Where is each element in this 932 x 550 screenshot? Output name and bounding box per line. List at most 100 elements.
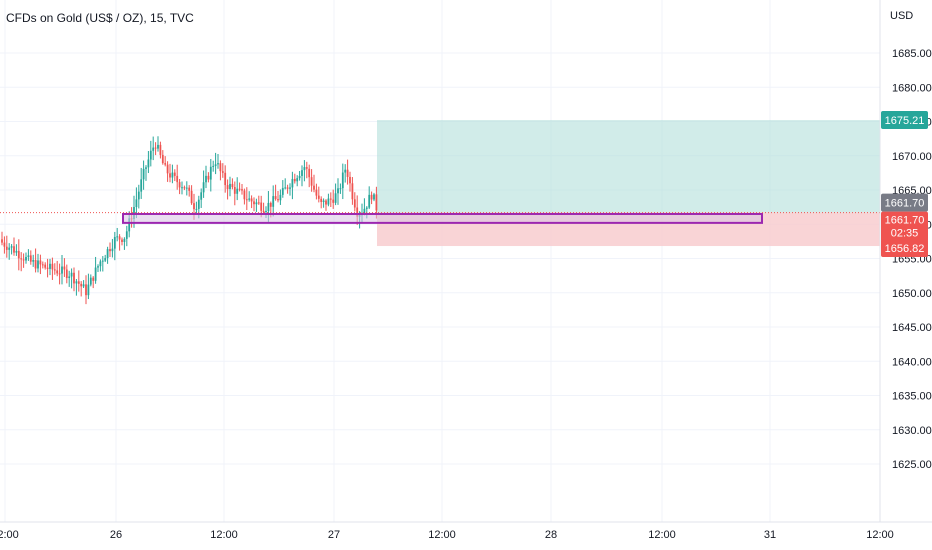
candle-body bbox=[274, 196, 277, 200]
support-zone[interactable] bbox=[122, 212, 763, 224]
candle-body bbox=[17, 250, 20, 259]
candle-body bbox=[135, 199, 138, 208]
candle-body bbox=[70, 272, 73, 277]
candle-body bbox=[281, 187, 284, 195]
candle-body bbox=[104, 258, 107, 261]
candle-body bbox=[296, 178, 299, 182]
candle-body bbox=[353, 199, 356, 208]
candle-body bbox=[257, 202, 260, 204]
y-axis[interactable]: USD1685.001680.001675.001670.001665.0016… bbox=[879, 0, 932, 522]
candle-body bbox=[265, 210, 267, 212]
symbol-title[interactable]: CFDs on Gold (US$ / OZ), 15, TVC bbox=[6, 11, 194, 25]
candle-body bbox=[87, 284, 90, 296]
currency-label: USD bbox=[890, 10, 913, 22]
candle-body bbox=[190, 190, 193, 204]
x-axis[interactable]: 12:00 26 12:00 27 12:00 28 12:00 31 12:00 bbox=[0, 521, 932, 541]
candle-body bbox=[37, 260, 39, 269]
candle-body bbox=[337, 188, 339, 194]
candle-body bbox=[152, 147, 155, 151]
candle-body bbox=[224, 172, 227, 186]
candle-body bbox=[44, 264, 47, 268]
candle-body bbox=[250, 198, 253, 202]
candle-body bbox=[32, 260, 35, 262]
candle-body bbox=[34, 260, 37, 269]
candle-body bbox=[301, 170, 303, 176]
candle-body bbox=[159, 144, 162, 155]
candle-body bbox=[193, 203, 195, 210]
candle-body bbox=[157, 144, 159, 149]
candle-body bbox=[63, 266, 66, 270]
candle-body bbox=[116, 236, 119, 238]
candle-body bbox=[286, 187, 289, 189]
x-tick-label: 12:00 bbox=[0, 529, 19, 541]
candle-body bbox=[89, 277, 92, 285]
candle-body bbox=[368, 194, 371, 208]
candle-body bbox=[305, 167, 308, 169]
candle-body bbox=[53, 269, 56, 271]
candle-body bbox=[349, 176, 351, 184]
candle-body bbox=[202, 182, 205, 193]
candle-body bbox=[123, 238, 126, 242]
candle-body bbox=[207, 175, 210, 180]
candle-body bbox=[262, 210, 265, 212]
candle-body bbox=[29, 255, 32, 262]
candle-body bbox=[176, 175, 179, 183]
candle-body bbox=[73, 272, 75, 284]
y-tick-label: 1625.00 bbox=[892, 459, 932, 471]
candle-body bbox=[236, 188, 239, 194]
entry-price-badge bbox=[881, 193, 928, 212]
candle-body bbox=[94, 267, 97, 281]
candle-body bbox=[65, 269, 68, 279]
candle-body bbox=[171, 172, 174, 178]
candle-body bbox=[200, 192, 203, 200]
y-tick-label: 1640.00 bbox=[892, 356, 932, 368]
candle-body bbox=[125, 231, 128, 239]
candle-body bbox=[178, 182, 181, 188]
candle-body bbox=[181, 187, 183, 189]
candle-body bbox=[233, 187, 236, 194]
y-tick-label: 1650.00 bbox=[892, 288, 932, 300]
candle-body bbox=[332, 199, 335, 203]
last-price-badge-text: 1661.70 bbox=[885, 215, 925, 227]
candle-body bbox=[185, 187, 188, 189]
candle-body bbox=[121, 239, 123, 242]
candle-body bbox=[188, 187, 191, 191]
x-tick-label: 12:00 bbox=[210, 529, 238, 541]
candle-body bbox=[99, 261, 102, 267]
candle-body bbox=[272, 196, 275, 207]
target-zone bbox=[377, 120, 880, 247]
candle-body bbox=[327, 198, 330, 205]
candle-body bbox=[277, 199, 279, 201]
candle-body bbox=[229, 183, 231, 190]
candle-body bbox=[166, 164, 169, 174]
candle-body bbox=[334, 193, 337, 203]
candle-body bbox=[339, 188, 342, 190]
entry-price-badge-text: 1661.70 bbox=[885, 198, 925, 210]
candle-body bbox=[375, 194, 378, 211]
candle-body bbox=[25, 256, 27, 261]
candle-body bbox=[205, 175, 207, 183]
candle-body bbox=[363, 208, 366, 213]
candle-body bbox=[39, 260, 42, 265]
candle-body bbox=[212, 165, 215, 167]
candle-body bbox=[41, 264, 44, 266]
candle-body bbox=[308, 168, 311, 178]
candle-body bbox=[82, 284, 85, 287]
candle-body bbox=[80, 283, 83, 287]
candle-body bbox=[75, 281, 78, 284]
x-tick-label: 28 bbox=[545, 529, 557, 541]
candle-body bbox=[241, 189, 243, 191]
support-zone-box[interactable] bbox=[122, 212, 763, 224]
candle-body bbox=[313, 185, 315, 190]
candle-body bbox=[27, 255, 30, 257]
candles bbox=[1, 136, 378, 305]
candle-body bbox=[317, 195, 320, 199]
candle-body bbox=[226, 185, 229, 190]
candle-body bbox=[77, 281, 80, 284]
x-tick-label: 26 bbox=[110, 529, 122, 541]
x-tick-label: 12:00 bbox=[428, 529, 456, 541]
vertical-grid bbox=[4, 0, 881, 522]
x-tick-label: 12:00 bbox=[648, 529, 676, 541]
y-tick-label: 1680.00 bbox=[892, 82, 932, 94]
